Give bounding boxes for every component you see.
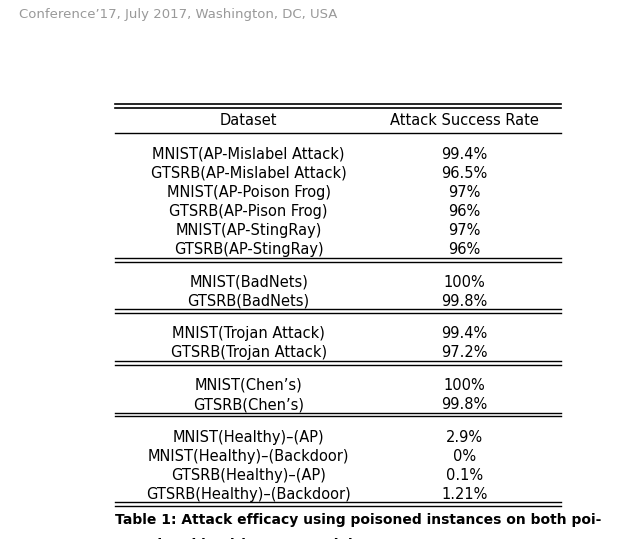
Text: GTSRB(BadNets): GTSRB(BadNets): [188, 294, 310, 309]
Text: MNIST(AP-StingRay): MNIST(AP-StingRay): [175, 223, 322, 238]
Text: 96%: 96%: [448, 243, 481, 257]
Text: 1.21%: 1.21%: [441, 487, 488, 502]
Text: Conference’17, July 2017, Washington, DC, USA: Conference’17, July 2017, Washington, DC…: [19, 8, 337, 21]
Text: GTSRB(Healthy)–(AP): GTSRB(Healthy)–(AP): [172, 468, 326, 483]
Text: MNIST(Healthy)–(Backdoor): MNIST(Healthy)–(Backdoor): [148, 448, 349, 464]
Text: GTSRB(Chen’s): GTSRB(Chen’s): [193, 397, 304, 412]
Text: 99.4%: 99.4%: [441, 327, 488, 341]
Text: MNIST(AP-Mislabel Attack): MNIST(AP-Mislabel Attack): [152, 147, 345, 162]
Text: GTSRB(AP-StingRay): GTSRB(AP-StingRay): [174, 243, 323, 257]
Text: 100%: 100%: [444, 275, 485, 290]
Text: MNIST(Chen’s): MNIST(Chen’s): [195, 378, 303, 393]
Text: MNIST(BadNets): MNIST(BadNets): [189, 275, 308, 290]
Text: 0%: 0%: [453, 448, 476, 464]
Text: MNIST(Trojan Attack): MNIST(Trojan Attack): [172, 327, 325, 341]
Text: 99.4%: 99.4%: [441, 147, 488, 162]
Text: 100%: 100%: [444, 378, 485, 393]
Text: MNIST(AP-Poison Frog): MNIST(AP-Poison Frog): [166, 185, 331, 200]
Text: GTSRB(AP-Mislabel Attack): GTSRB(AP-Mislabel Attack): [151, 166, 346, 181]
Text: 96.5%: 96.5%: [441, 166, 488, 181]
Text: GTSRB(AP-Pison Frog): GTSRB(AP-Pison Frog): [170, 204, 328, 219]
Text: 97%: 97%: [448, 223, 481, 238]
Text: GTSRB(Healthy)–(Backdoor): GTSRB(Healthy)–(Backdoor): [147, 487, 351, 502]
Text: 96%: 96%: [448, 204, 481, 219]
Text: Attack Success Rate: Attack Success Rate: [390, 113, 539, 128]
Text: Table 1: Attack efficacy using poisoned instances on both poi-: Table 1: Attack efficacy using poisoned …: [115, 514, 601, 528]
Text: 99.8%: 99.8%: [441, 294, 488, 309]
Text: soned and healthy DNN models.: soned and healthy DNN models.: [115, 538, 366, 539]
Text: 97%: 97%: [448, 185, 481, 200]
Text: Dataset: Dataset: [220, 113, 277, 128]
Text: GTSRB(Trojan Attack): GTSRB(Trojan Attack): [171, 345, 326, 361]
Text: 2.9%: 2.9%: [446, 430, 483, 445]
Text: 99.8%: 99.8%: [441, 397, 488, 412]
Text: MNIST(Healthy)–(AP): MNIST(Healthy)–(AP): [173, 430, 324, 445]
Text: 97.2%: 97.2%: [441, 345, 488, 361]
Text: 0.1%: 0.1%: [446, 468, 483, 483]
